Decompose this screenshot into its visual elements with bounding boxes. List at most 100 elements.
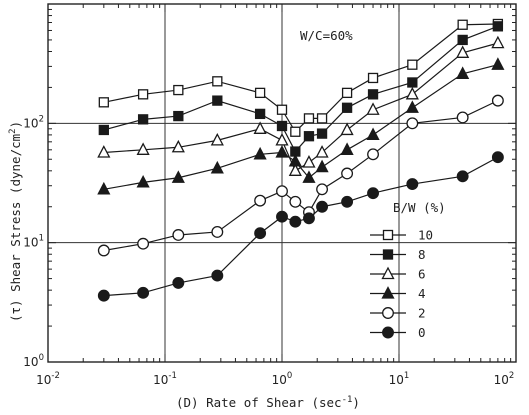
data-point — [367, 187, 379, 200]
data-point — [457, 34, 468, 46]
data-point — [172, 276, 185, 289]
data-point — [316, 183, 329, 196]
data-point — [254, 194, 267, 207]
data-point — [137, 89, 149, 100]
data-point — [367, 148, 379, 161]
legend-label: 0 — [418, 325, 426, 340]
data-point — [289, 195, 302, 208]
x-tick-label: 10-2 — [36, 371, 60, 387]
legend-label: 6 — [418, 267, 426, 282]
legend-entry-0: 0 — [370, 325, 426, 340]
data-point — [288, 163, 302, 176]
data-point — [316, 200, 329, 213]
data-point — [212, 76, 223, 87]
y-tick-label-base: 10 — [23, 355, 38, 369]
data-point — [340, 122, 354, 136]
data-point — [302, 155, 316, 168]
data-point — [173, 84, 184, 96]
x-tick-label-base: 10 — [272, 373, 287, 387]
legend-marker — [382, 307, 394, 319]
data-point — [173, 110, 184, 122]
data-point — [210, 132, 224, 146]
y-axis-title-close: ) — [8, 121, 23, 129]
data-point — [405, 100, 419, 113]
legend-entry-8: 8 — [370, 247, 426, 262]
data-point — [316, 113, 328, 124]
x-tick-label: 101 — [389, 371, 410, 387]
x-axis-title-main: (D) Rate of Shear (sec — [176, 395, 342, 410]
data-point — [456, 170, 469, 183]
data-point — [276, 104, 288, 115]
data-point — [341, 195, 354, 208]
legend-marker — [381, 266, 395, 280]
legend-marker — [382, 326, 394, 339]
data-point — [171, 139, 185, 153]
data-point — [406, 178, 419, 190]
data-point — [407, 77, 418, 88]
legend-label: 2 — [418, 306, 426, 321]
series-line — [103, 100, 499, 252]
x-tick-label-exponent: -1 — [168, 371, 176, 381]
data-point — [253, 146, 267, 160]
series-bw-8 — [98, 21, 504, 157]
y-tick-label-exponent: 0 — [39, 353, 44, 363]
data-point — [492, 21, 504, 32]
data-point — [302, 170, 316, 183]
data-point — [491, 35, 505, 49]
data-point — [137, 114, 149, 125]
legend-marker — [382, 229, 394, 241]
data-point — [136, 142, 150, 155]
x-axis-title: (D) Rate of Shear (sec-1) — [176, 395, 360, 410]
data-point — [289, 215, 302, 228]
data-point — [367, 89, 379, 100]
x-tick-label-base: 10 — [36, 373, 51, 387]
data-point — [340, 142, 354, 155]
x-tick-label-exponent: 1 — [404, 371, 409, 381]
y-axis-title-main: (τ) Shear Stress (dyne/cm — [8, 134, 23, 322]
data-point — [367, 72, 379, 84]
y-tick-label-exponent: 1 — [39, 234, 44, 244]
data-point — [254, 87, 266, 99]
legend-title: B/W (%) — [393, 200, 446, 215]
x-tick-label-exponent: -2 — [51, 371, 59, 381]
series-line — [103, 64, 499, 190]
series-bw-4 — [97, 57, 505, 195]
x-tick-label: 100 — [272, 371, 293, 387]
y-axis-title: (τ) Shear Stress (dyne/cm2) — [8, 121, 23, 322]
annotation-wc-ratio: W/C=60% — [300, 28, 353, 43]
data-point — [276, 210, 288, 223]
data-point — [303, 131, 315, 142]
data-point — [212, 95, 223, 106]
data-point — [341, 87, 353, 99]
x-tick-label-base: 10 — [153, 373, 168, 387]
y-tick-label: 101 — [23, 234, 44, 250]
legend-entry-6: 6 — [370, 267, 426, 282]
x-tick-label-exponent: 0 — [287, 371, 292, 381]
y-tick-label: 100 — [23, 353, 44, 369]
data-point — [491, 151, 504, 164]
data-point — [254, 108, 266, 120]
y-tick-label: 102 — [23, 114, 44, 130]
legend-label: 4 — [418, 286, 426, 301]
series-line — [103, 25, 499, 153]
data-point — [98, 124, 109, 136]
data-point — [316, 128, 328, 139]
x-axis-title-exponent: -1 — [342, 395, 353, 405]
data-point — [405, 86, 419, 100]
legend-marker — [382, 249, 394, 260]
data-series — [97, 18, 505, 302]
series-line — [103, 156, 499, 297]
data-point — [97, 145, 111, 158]
y-tick-label-base: 10 — [23, 116, 38, 130]
data-point — [276, 185, 288, 198]
series-line — [103, 42, 499, 172]
legend: 10 8 6 4 2 0 — [370, 228, 433, 340]
data-point — [97, 244, 110, 257]
data-point — [315, 159, 329, 173]
x-axis-title-close: ) — [352, 395, 360, 410]
legend-marker — [381, 286, 395, 299]
y-axis-title-exponent: 2 — [8, 128, 18, 133]
data-point — [172, 229, 185, 241]
series-bw-6 — [97, 35, 505, 176]
